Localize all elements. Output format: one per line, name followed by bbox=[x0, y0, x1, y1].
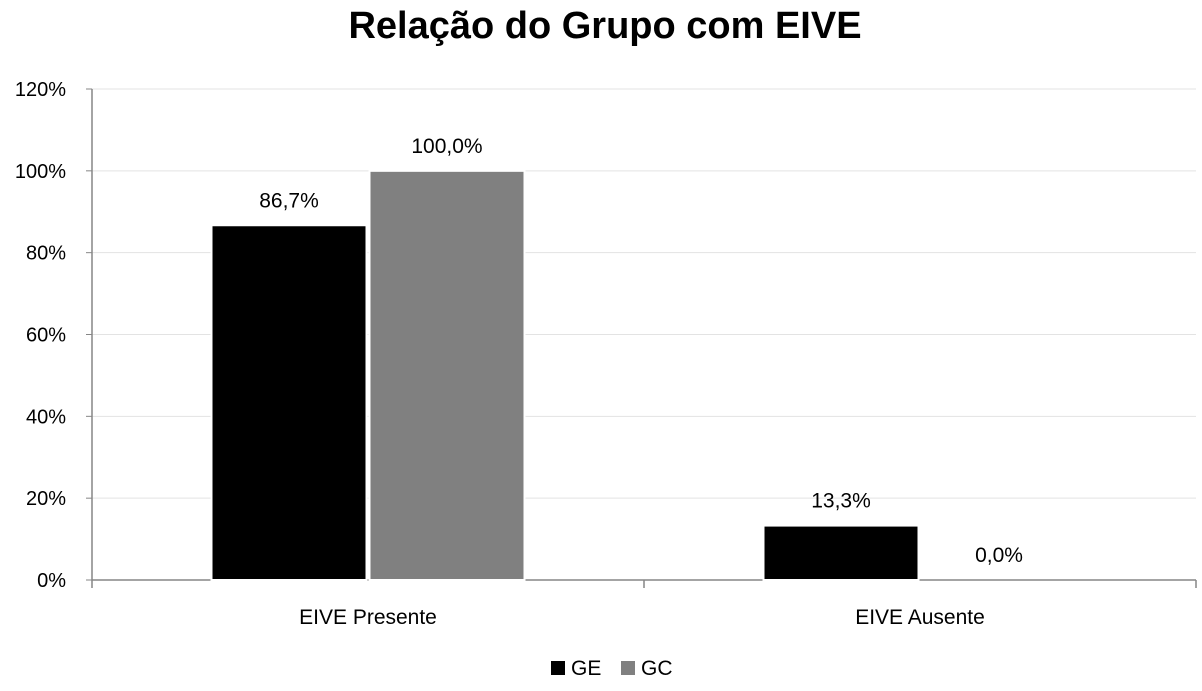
legend-swatch bbox=[621, 661, 635, 675]
legend-label: GC bbox=[641, 657, 673, 680]
data-labels: 86,7% 100,0% 13,3% 0,0% bbox=[259, 135, 1023, 567]
y-tick-label: 60% bbox=[26, 325, 66, 347]
y-tick-label: 0% bbox=[37, 570, 66, 592]
bar-ge bbox=[210, 224, 368, 581]
legend-swatch bbox=[551, 661, 565, 675]
bar-ge bbox=[762, 524, 920, 581]
x-category-label: EIVE Presente bbox=[299, 606, 437, 629]
y-tick-label: 20% bbox=[26, 488, 66, 510]
legend: GE GC bbox=[551, 657, 673, 680]
chart-title: Relação do Grupo com EIVE bbox=[348, 5, 861, 47]
bars bbox=[210, 169, 920, 581]
y-tick-label: 40% bbox=[26, 406, 66, 428]
data-label: 13,3% bbox=[811, 490, 871, 513]
bar-gc bbox=[368, 169, 526, 581]
y-tick-label: 100% bbox=[15, 161, 66, 183]
data-label: 0,0% bbox=[975, 544, 1023, 567]
y-axis-tick-labels: 0% 20% 40% 60% 80% 100% 120% bbox=[15, 79, 66, 592]
data-label: 100,0% bbox=[411, 135, 482, 158]
legend-label: GE bbox=[571, 657, 601, 680]
data-label: 86,7% bbox=[259, 189, 319, 212]
y-tick-label: 120% bbox=[15, 79, 66, 101]
x-category-label: EIVE Ausente bbox=[855, 606, 985, 629]
x-axis-category-labels: EIVE Presente EIVE Ausente bbox=[299, 606, 985, 629]
y-tick-label: 80% bbox=[26, 243, 66, 265]
